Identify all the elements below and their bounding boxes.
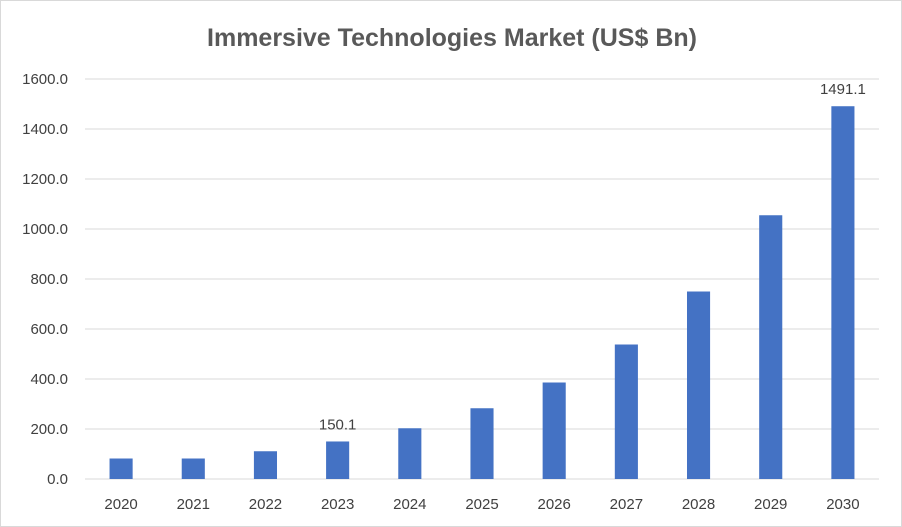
bar-2022 <box>253 451 278 479</box>
x-tick-label: 2024 <box>393 496 426 513</box>
bar-2026 <box>542 382 566 479</box>
y-tick-label: 800.0 <box>30 271 68 288</box>
x-axis-ticks: 2020 2021 2022 2023 2024 2025 2026 2027 2028 2029… <box>104 496 859 513</box>
chart-title: Immersive Technologies Market (US$ Bn) <box>207 24 697 52</box>
bar-2027 <box>614 344 638 479</box>
x-tick-label: 2029 <box>754 496 787 513</box>
bars <box>109 106 855 479</box>
bar-2025 <box>470 408 494 479</box>
y-tick-label: 1400.0 <box>22 121 68 138</box>
y-tick-label: 400.0 <box>30 371 68 388</box>
y-tick-label: 1600.0 <box>22 71 68 88</box>
x-tick-label: 2028 <box>682 496 715 513</box>
y-tick-label: 600.0 <box>30 321 68 338</box>
bar-2023 <box>326 441 350 479</box>
y-tick-label: 1000.0 <box>22 221 68 238</box>
bar-2030 <box>831 106 855 479</box>
gridlines <box>85 78 879 480</box>
x-tick-label: 2026 <box>537 496 570 513</box>
bar-2028 <box>686 291 711 479</box>
x-tick-label: 2023 <box>321 496 354 513</box>
x-tick-label: 2030 <box>826 496 859 513</box>
x-tick-label: 2022 <box>249 496 282 513</box>
x-tick-label: 2025 <box>465 496 498 513</box>
bar-2020 <box>109 458 133 479</box>
x-tick-label: 2027 <box>610 496 643 513</box>
data-label-2023: 150.1 <box>319 416 357 433</box>
y-axis-ticks: 0.0 200.0 400.0 600.0 800.0 1000.0 1200.0 1400.… <box>22 71 68 488</box>
bar-2024 <box>398 428 422 479</box>
y-tick-label: 200.0 <box>30 421 68 438</box>
bar-2021 <box>181 458 205 479</box>
y-tick-label: 1200.0 <box>22 171 68 188</box>
data-label-2030: 1491.1 <box>820 81 866 98</box>
bar-2029 <box>759 215 783 479</box>
y-tick-label: 0.0 <box>47 471 68 488</box>
data-labels: 150.1 1491.1 <box>319 81 866 433</box>
x-tick-label: 2020 <box>104 496 137 513</box>
x-tick-label: 2021 <box>177 496 210 513</box>
